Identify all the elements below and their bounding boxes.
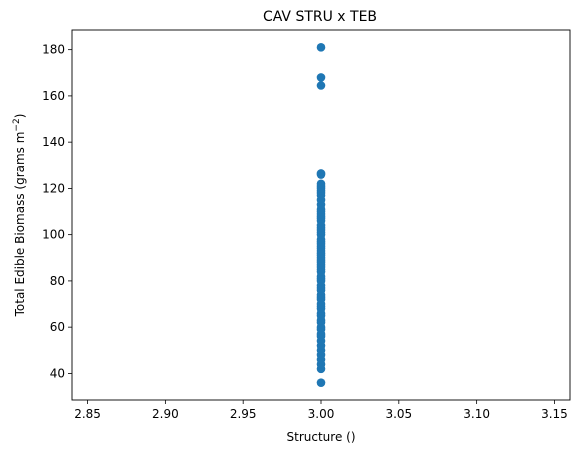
- x-tick-label: 3.05: [385, 407, 412, 421]
- x-tick-label: 2.95: [230, 407, 257, 421]
- x-tick-label: 2.90: [152, 407, 179, 421]
- x-tick-label: 2.85: [74, 407, 101, 421]
- y-axis-label-superscript: −2: [12, 118, 22, 131]
- y-axis-label-main: Total Edible Biomass (grams m: [13, 132, 27, 318]
- y-tick-label: 180: [42, 43, 65, 57]
- x-tick-label: 3.00: [308, 407, 335, 421]
- y-tick-label: 60: [50, 320, 65, 334]
- data-point: [316, 169, 326, 178]
- x-axis-label: Structure (): [287, 430, 356, 444]
- y-axis-label-close: ): [13, 114, 27, 119]
- y-tick-label: 140: [42, 135, 65, 149]
- points-layer: [316, 43, 326, 387]
- data-point: [316, 179, 326, 189]
- data-point: [316, 81, 326, 90]
- x-tick-label: 3.15: [541, 407, 568, 421]
- data-point: [316, 43, 326, 52]
- y-axis-label: Total Edible Biomass (grams m−2): [12, 114, 27, 318]
- y-tick-label: 100: [42, 228, 65, 242]
- x-tick-label: 3.10: [463, 407, 490, 421]
- y-tick-label: 80: [50, 274, 65, 288]
- data-point: [316, 378, 326, 387]
- y-tick-label: 160: [42, 89, 65, 103]
- y-axis-ticks: 40 60 80 100 120 140 160 180: [42, 43, 72, 380]
- chart-title: CAV STRU x TEB: [263, 9, 377, 25]
- y-tick-label: 40: [50, 366, 65, 380]
- y-tick-label: 120: [42, 181, 65, 195]
- x-axis-ticks: 2.85 2.90 2.95 3.00 3.05 3.10 3.15: [74, 400, 568, 421]
- data-point: [316, 73, 326, 82]
